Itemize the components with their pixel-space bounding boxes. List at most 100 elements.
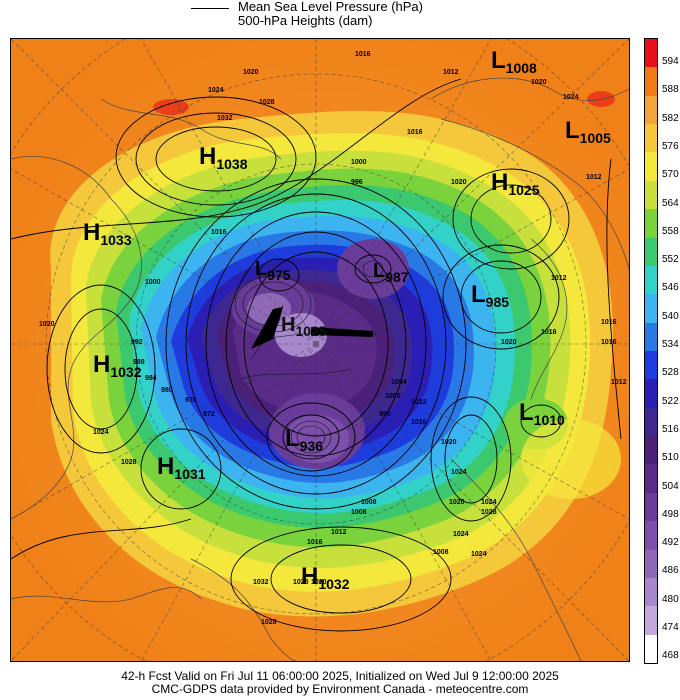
colorbar-segment [645, 39, 657, 68]
high-label: H1033 [83, 219, 132, 249]
colorbar-tick-label: 492 [662, 537, 679, 549]
isobar-value-label: 1024 [208, 87, 224, 94]
colorbar-tick-label: 570 [662, 169, 679, 181]
isobar-value-label: 1024 [471, 551, 487, 558]
colorbar-tick-label: 468 [662, 650, 679, 662]
height-colorbar [644, 38, 658, 664]
isobar-value-label: 1000 [385, 393, 401, 400]
footer-credit-line: CMC-GDPS data provided by Environment Ca… [151, 682, 529, 696]
isobar-value-label: 1008 [361, 499, 377, 506]
coastlines [11, 77, 629, 661]
isobar-value-label: 1024 [93, 429, 109, 436]
low-label: L975 [255, 258, 291, 283]
isobar-value-label: 1028 [259, 99, 275, 106]
red-patch-nw [153, 99, 189, 115]
low-label: L987 [373, 260, 409, 285]
isobar-value-label: 1020 [531, 79, 547, 86]
low-label: L985 [471, 281, 510, 311]
colorbar-segment [645, 634, 657, 664]
dense-gradient-streak-2 [311, 327, 373, 337]
isobar-value-label: 1012 [611, 379, 627, 386]
high-label: H1025 [491, 169, 540, 199]
low-label: L936 [285, 425, 324, 455]
low-label: L1010 [519, 399, 565, 429]
isobar-value-label: 988 [133, 359, 145, 366]
isobar-value-label: 1020 [311, 579, 327, 586]
isobar-value-label: 1020 [451, 179, 467, 186]
colorbar-segment [645, 521, 657, 551]
colorbar-tick-label: 594 [662, 56, 679, 67]
isobar-value-label: 1024 [453, 531, 469, 538]
colorbar-tick-label: 504 [662, 480, 679, 492]
isobar-value-label: 992 [131, 339, 143, 346]
colorbar-tick-label: 480 [662, 593, 679, 605]
isobar-value-label: 1016 [601, 339, 617, 346]
colorbar-tick-label: 558 [662, 225, 679, 237]
colorbar-segment [645, 209, 657, 239]
colorbar-segment [645, 549, 657, 579]
dense-gradient-streak [251, 307, 283, 349]
colorbar-tick-label: 528 [662, 367, 679, 379]
isobars [11, 78, 622, 632]
high-label: H1032 [93, 351, 142, 381]
colorbar-segment [645, 492, 657, 522]
colorbar-segment [645, 180, 657, 210]
isobar-value-label: 1012 [586, 174, 602, 181]
isobar-value-label: 1016 [211, 229, 227, 236]
isobar-value-label: 1016 [407, 129, 423, 136]
colorbar-segment [645, 322, 657, 352]
isobar-value-label: 1008 [351, 509, 367, 516]
colorbar-tick-label: 588 [662, 84, 679, 96]
map-header: Mean Sea Level Pressure (hPa) 500-hPa He… [0, 0, 680, 36]
isobar-value-label: 1016 [355, 51, 371, 58]
isobar-value-label: 1020 [243, 69, 259, 76]
colorbar-tick-label: 576 [662, 140, 679, 152]
low-label: L1008 [491, 47, 537, 77]
colorbar-tick-label: 474 [662, 622, 679, 633]
colorbar-tick-label: 564 [662, 197, 679, 209]
colorbar-segment [645, 464, 657, 494]
isobar-value-label: 1012 [551, 275, 567, 282]
isobar-value-label: 996 [351, 179, 363, 186]
colorbar-segment [645, 95, 657, 125]
colorbar-tick-label: 546 [662, 282, 679, 294]
isobar-value-label: 984 [145, 375, 157, 382]
isobar-value-label: 1028 [261, 619, 277, 626]
isobar-value-label: 1016 [411, 419, 427, 426]
isobar-value-label: 1024 [481, 499, 497, 506]
map-footer: 42-h Fcst Valid on Fri Jul 11 06:00:00 2… [0, 670, 680, 696]
isobar-value-label: 1028 [121, 459, 137, 466]
header-line-heights: 500-hPa Heights (dam) [238, 13, 373, 28]
isobar-value-label: 1028 [481, 509, 497, 516]
low-label: L1005 [565, 117, 611, 147]
isobar-value-label: 1024 [451, 469, 467, 476]
colorbar-segment [645, 351, 657, 380]
colorbar-segment [645, 237, 657, 267]
isobar-value-label: 1024 [563, 94, 579, 101]
isobar-value-label: 1012 [331, 529, 347, 536]
isobar-value-label: 1020 [501, 339, 517, 346]
inner-low-n [337, 239, 409, 299]
isobar-value-label: 1000 [351, 159, 367, 166]
colorbar-tick-label: 486 [662, 565, 679, 577]
colorbar-segment [645, 379, 657, 409]
colorbar-segment [645, 606, 657, 636]
colorbar-tick-label: 510 [662, 452, 679, 464]
colorbar-tick-label: 540 [662, 310, 679, 322]
high-label: H1031 [157, 453, 206, 483]
colorbar-tick-label: 582 [662, 112, 679, 124]
isobar-value-label: 1008 [433, 549, 449, 556]
colorbar-tick-label: 498 [662, 508, 679, 520]
isobar-legend-line [191, 8, 229, 9]
isobar-value-label: 1000 [145, 279, 161, 286]
isobar-value-label: 1016 [541, 329, 557, 336]
isobar-value-label: 996 [379, 411, 391, 418]
colorbar-segment [645, 67, 657, 97]
isobar-value-label: 976 [185, 397, 197, 404]
colorbar-segment [645, 152, 657, 182]
high-label: H1038 [199, 143, 248, 173]
isobar-value-label: 972 [203, 411, 215, 418]
colorbar-segment [645, 577, 657, 607]
high-label: H1025 [281, 314, 327, 339]
colorbar-tick-label: 522 [662, 395, 679, 407]
